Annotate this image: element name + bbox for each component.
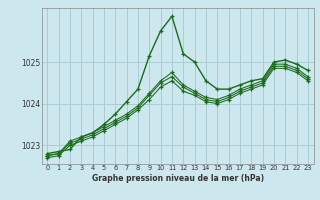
X-axis label: Graphe pression niveau de la mer (hPa): Graphe pression niveau de la mer (hPa) — [92, 174, 264, 183]
